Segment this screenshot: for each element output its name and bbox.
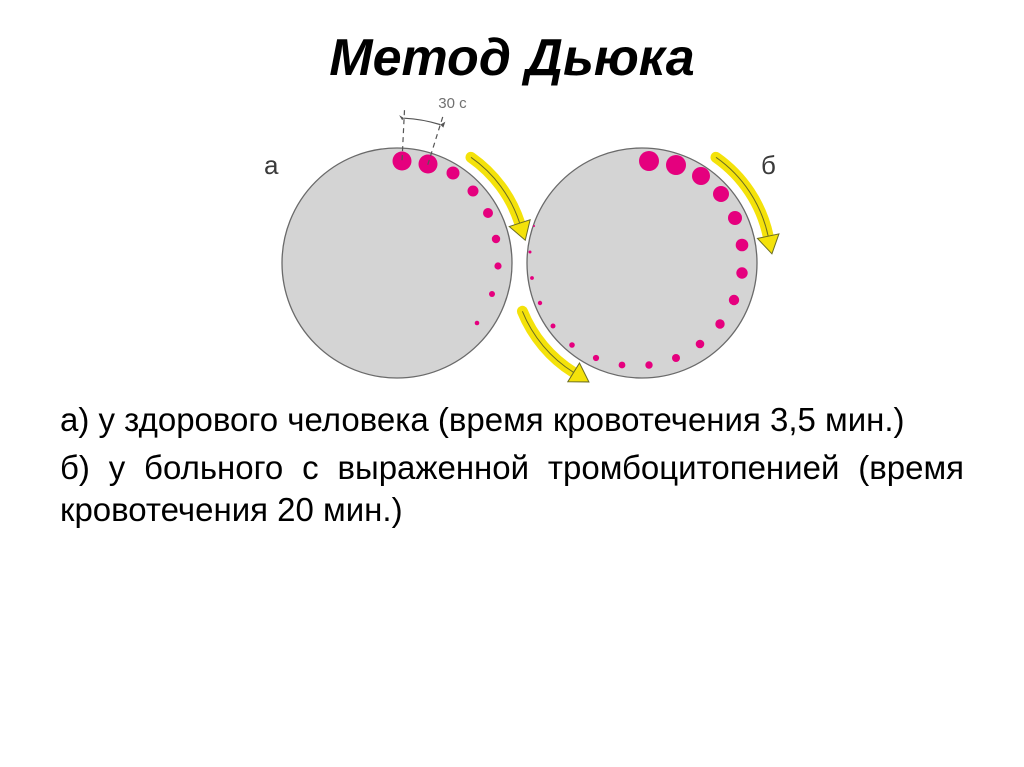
description-block: а) у здорового человека (время кровотече… (0, 399, 1024, 532)
diagram-container: а б 30 с (0, 98, 1024, 393)
line-b: б) у больного с выраженной тромбоцитопен… (60, 447, 964, 531)
duke-method-diagram: а б 30 с (242, 98, 782, 393)
line-a: а) у здорового человека (время кровотече… (60, 399, 964, 441)
svg-text:б: б (761, 150, 776, 180)
slide: Метод Дьюка а б 30 с а) у здорового челове… (0, 0, 1024, 767)
svg-text:30 с: 30 с (438, 98, 467, 112)
svg-text:а: а (264, 150, 279, 180)
slide-title: Метод Дьюка (0, 0, 1024, 88)
